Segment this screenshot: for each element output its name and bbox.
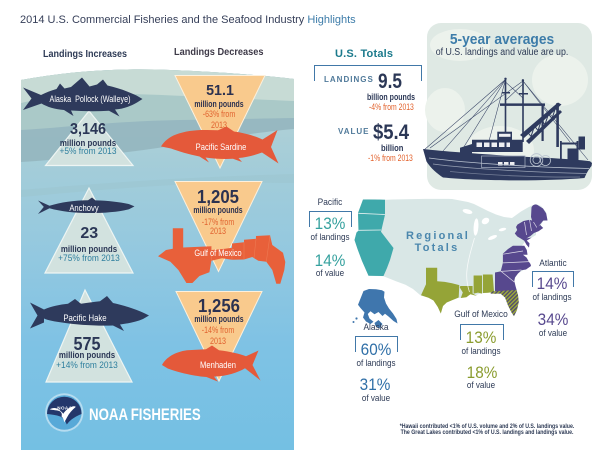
svg-text:NOAA: NOAA [57, 406, 72, 411]
